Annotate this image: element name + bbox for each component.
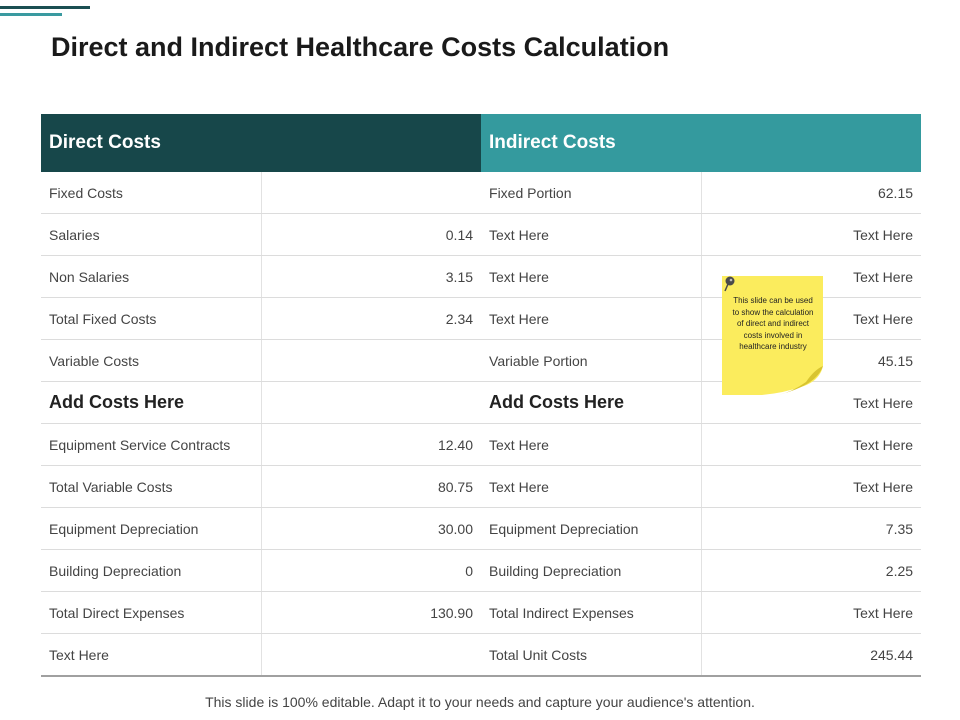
- table-row: Salaries 0.14 Text Here Text Here: [41, 213, 922, 256]
- indirect-label: Text Here: [481, 297, 702, 340]
- cost-table: Direct Costs Indirect Costs Fixed Costs …: [41, 114, 922, 677]
- indirect-label: Fixed Portion: [481, 172, 702, 214]
- indirect-value: 62.15: [701, 172, 922, 214]
- indirect-value: 2.25: [701, 549, 922, 592]
- direct-value: [261, 633, 482, 677]
- indirect-value: Text Here: [701, 591, 922, 634]
- table-row: Fixed Costs Fixed Portion 62.15: [41, 172, 922, 214]
- direct-label: Fixed Costs: [41, 172, 262, 214]
- indirect-label: Building Depreciation: [481, 549, 702, 592]
- direct-label: Total Variable Costs: [41, 465, 262, 508]
- table-header-row: Direct Costs Indirect Costs: [41, 114, 922, 172]
- direct-costs-header: Direct Costs: [41, 114, 482, 172]
- indirect-label: Equipment Depreciation: [481, 507, 702, 550]
- indirect-costs-header-label: Indirect Costs: [489, 132, 616, 153]
- direct-value: 2.34: [261, 297, 482, 340]
- direct-value: 12.40: [261, 423, 482, 466]
- indirect-value: Text Here: [701, 213, 922, 256]
- indirect-value: 7.35: [701, 507, 922, 550]
- table-row: Building Depreciation 0 Building Depreci…: [41, 549, 922, 592]
- direct-label: Building Depreciation: [41, 549, 262, 592]
- table-row-subheading: Add Costs Here Add Costs Here Text Here: [41, 381, 922, 424]
- direct-value: 80.75: [261, 465, 482, 508]
- direct-label: Total Direct Expenses: [41, 591, 262, 634]
- direct-value: 130.90: [261, 591, 482, 634]
- table-row: Total Direct Expenses 130.90 Total Indir…: [41, 591, 922, 634]
- indirect-label: Total Unit Costs: [481, 633, 702, 677]
- indirect-value: Text Here: [701, 423, 922, 466]
- indirect-label: Text Here: [481, 213, 702, 256]
- direct-value: 3.15: [261, 255, 482, 298]
- direct-label: Text Here: [41, 633, 262, 677]
- direct-value: [261, 172, 482, 214]
- direct-label: Equipment Depreciation: [41, 507, 262, 550]
- page-title: Direct and Indirect Healthcare Costs Cal…: [51, 32, 670, 62]
- direct-value: 0: [261, 549, 482, 592]
- direct-subheading: Add Costs Here: [41, 381, 262, 424]
- indirect-label: Text Here: [481, 255, 702, 298]
- indirect-label: Total Indirect Expenses: [481, 591, 702, 634]
- direct-value: 0.14: [261, 213, 482, 256]
- direct-label: Non Salaries: [41, 255, 262, 298]
- direct-label: Equipment Service Contracts: [41, 423, 262, 466]
- indirect-label: Text Here: [481, 423, 702, 466]
- pushpin-icon: [724, 276, 735, 292]
- direct-value: 30.00: [261, 507, 482, 550]
- indirect-costs-header: Indirect Costs: [481, 114, 922, 172]
- direct-value: [261, 381, 482, 424]
- indirect-value: Text Here: [701, 465, 922, 508]
- table-row: Total Variable Costs 80.75 Text Here Tex…: [41, 465, 922, 508]
- table-row: Equipment Depreciation 30.00 Equipment D…: [41, 507, 922, 550]
- table-row: Equipment Service Contracts 12.40 Text H…: [41, 423, 922, 466]
- indirect-label: Variable Portion: [481, 339, 702, 382]
- table-row: Text Here Total Unit Costs 245.44: [41, 633, 922, 677]
- sticky-note-text: This slide can be used to show the calcu…: [732, 296, 814, 351]
- direct-label: Total Fixed Costs: [41, 297, 262, 340]
- sticky-note: This slide can be used to show the calcu…: [722, 276, 823, 395]
- table-body: Fixed Costs Fixed Portion 62.15 Salaries…: [41, 172, 922, 677]
- direct-label: Variable Costs: [41, 339, 262, 382]
- accent-line-dark: [0, 6, 90, 9]
- accent-line-teal: [0, 13, 62, 16]
- sticky-note-shape: [722, 276, 823, 395]
- indirect-value: 245.44: [701, 633, 922, 677]
- footer-note: This slide is 100% editable. Adapt it to…: [205, 694, 755, 710]
- direct-value: [261, 339, 482, 382]
- direct-label: Salaries: [41, 213, 262, 256]
- indirect-subheading: Add Costs Here: [481, 381, 702, 424]
- indirect-label: Text Here: [481, 465, 702, 508]
